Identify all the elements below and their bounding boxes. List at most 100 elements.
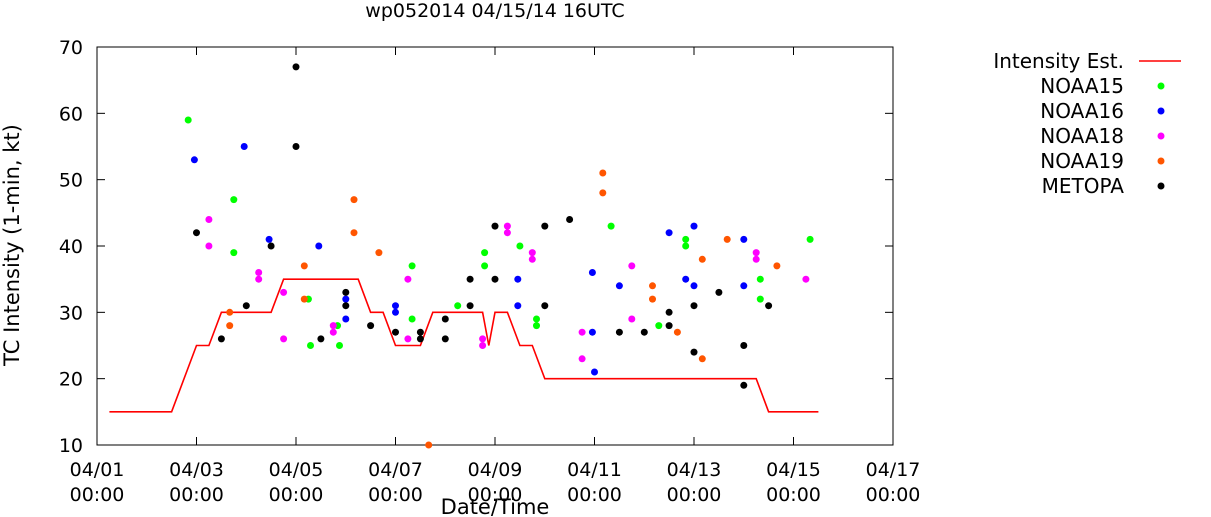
- x-tick-label-date: 04/03: [169, 459, 224, 481]
- data-point: [317, 335, 325, 343]
- data-point: [479, 335, 487, 343]
- data-point: [481, 249, 489, 257]
- legend: Intensity Est.NOAA15NOAA16NOAA18NOAA19ME…: [993, 49, 1181, 198]
- legend-label: NOAA18: [1040, 124, 1124, 148]
- data-point: [740, 381, 748, 389]
- x-tick-label-time: 00:00: [70, 484, 125, 506]
- y-tick-label: 40: [59, 236, 83, 258]
- data-point: [342, 295, 350, 303]
- data-point: [307, 342, 314, 349]
- data-point: [404, 275, 412, 283]
- data-point: [416, 328, 424, 336]
- data-point: [698, 355, 706, 363]
- data-point: [408, 315, 416, 323]
- data-point: [408, 262, 416, 270]
- intensity-line: [109, 278, 819, 413]
- data-point: [628, 262, 636, 270]
- legend-label: NOAA15: [1040, 74, 1124, 98]
- data-point: [640, 328, 648, 336]
- data-point: [588, 328, 596, 336]
- data-point: [514, 275, 522, 283]
- series-layer: [109, 63, 819, 449]
- y-axis-title: TC Intensity (1-min, kt): [0, 124, 24, 367]
- data-point: [615, 328, 623, 336]
- data-point: [514, 302, 522, 310]
- data-point: [599, 189, 607, 197]
- data-point: [193, 229, 200, 237]
- legend-label: NOAA19: [1040, 149, 1124, 173]
- data-point: [329, 328, 337, 336]
- legend-swatch: [1157, 157, 1165, 165]
- chart-title: wp052014 04/15/14 16UTC: [365, 0, 624, 22]
- data-point: [740, 235, 748, 243]
- x-tick-label-time: 00:00: [866, 484, 921, 506]
- x-tick-label-time: 00:00: [269, 484, 324, 506]
- data-point: [190, 156, 198, 164]
- data-point: [230, 196, 238, 204]
- data-point: [466, 302, 474, 310]
- data-point: [350, 229, 358, 237]
- data-point: [628, 315, 636, 323]
- data-point: [802, 275, 810, 283]
- data-point: [205, 242, 213, 250]
- data-point: [280, 335, 288, 343]
- data-point: [404, 335, 412, 343]
- axis-tick-labels: 10 20 30 40 50 60 70 04/01 00:00 04/03 00:00 04/05 0…: [59, 37, 921, 506]
- data-point: [655, 322, 663, 330]
- data-point: [280, 288, 288, 296]
- data-point: [300, 262, 308, 270]
- data-point: [300, 295, 308, 303]
- data-point: [503, 229, 511, 237]
- x-tick-label-time: 00:00: [667, 484, 722, 506]
- data-point: [806, 235, 814, 243]
- data-point: [441, 315, 449, 323]
- data-point: [756, 275, 764, 283]
- data-point: [690, 302, 698, 310]
- data-point: [578, 328, 586, 336]
- data-point: [342, 288, 350, 296]
- data-point: [184, 116, 192, 124]
- x-tick-label-date: 04/09: [468, 459, 523, 481]
- legend-label: Intensity Est.: [993, 49, 1124, 73]
- data-point: [615, 282, 623, 290]
- data-point: [516, 242, 524, 250]
- data-point: [723, 235, 731, 243]
- x-tick-label-date: 04/15: [766, 459, 821, 481]
- data-point: [566, 216, 574, 223]
- data-point: [665, 308, 673, 316]
- data-point: [392, 302, 399, 310]
- data-point: [698, 255, 706, 263]
- data-point: [682, 275, 690, 283]
- legend-swatch: [1157, 132, 1165, 140]
- legend-label: NOAA16: [1040, 99, 1124, 123]
- data-point: [342, 302, 350, 310]
- data-point: [690, 348, 698, 356]
- data-point: [240, 143, 248, 150]
- y-tick-label: 20: [59, 369, 83, 391]
- data-point: [367, 322, 375, 330]
- data-point: [329, 322, 337, 330]
- data-point: [255, 269, 263, 276]
- data-point: [682, 242, 690, 250]
- data-point: [336, 342, 343, 349]
- data-point: [528, 249, 536, 257]
- data-point: [541, 222, 549, 230]
- data-point: [715, 288, 723, 296]
- data-point: [230, 249, 238, 257]
- data-point: [533, 315, 540, 323]
- data-point: [226, 322, 234, 330]
- data-point: [466, 275, 474, 283]
- legend-swatch: [1157, 82, 1165, 90]
- data-point: [740, 282, 748, 290]
- data-point: [541, 302, 549, 310]
- data-point: [588, 269, 596, 276]
- series-noaa15: [184, 116, 814, 349]
- data-point: [441, 335, 449, 343]
- data-point: [217, 335, 225, 343]
- data-point: [528, 255, 536, 263]
- data-point: [226, 308, 234, 316]
- data-point: [342, 315, 350, 323]
- legend-swatch: [1157, 107, 1165, 115]
- data-point: [292, 63, 300, 71]
